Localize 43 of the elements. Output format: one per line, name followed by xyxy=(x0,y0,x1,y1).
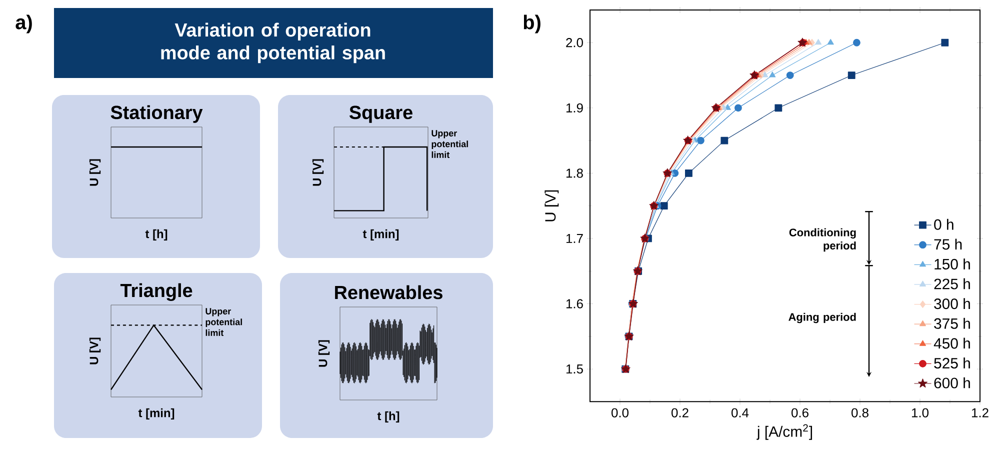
legend-label: 0 h xyxy=(934,218,954,230)
text: Upper potential limit xyxy=(432,130,468,158)
text: Upper potential limit xyxy=(206,308,242,336)
legend-label: 75 h xyxy=(934,238,962,250)
x-axis-title: j [A/cm$^{2}$] xyxy=(756,424,812,440)
legend-label: 150 h xyxy=(934,258,970,270)
text: t [min] xyxy=(362,229,399,241)
text: U [V] xyxy=(318,340,330,367)
text: t [h] xyxy=(145,229,168,241)
y-axis-title: U [V] xyxy=(544,190,559,222)
text: t [h] xyxy=(377,411,400,423)
y-tick-label: 1.5 xyxy=(566,364,583,374)
legend-label: 375 h xyxy=(934,318,970,329)
legend-label: 600 h xyxy=(934,377,970,388)
text: U [V] xyxy=(312,159,324,186)
legend-label: 525 h xyxy=(934,358,970,368)
y-tick-label: 1.9 xyxy=(566,103,583,112)
text: Square xyxy=(349,106,412,123)
legend-label: 300 h xyxy=(934,298,970,310)
text: Variation of operation mode and potential span xyxy=(161,22,385,64)
text: U [V] xyxy=(89,159,101,186)
x-tick-label: 0.2 xyxy=(672,408,688,418)
x-tick-label: 1.2 xyxy=(972,408,988,418)
x-tick-label: 0.8 xyxy=(852,408,868,418)
chart-title: b) xyxy=(524,14,540,34)
text: U [V] xyxy=(89,338,101,364)
text: a) xyxy=(16,14,32,34)
y-tick-label: 1.8 xyxy=(566,168,583,178)
text: Stationary xyxy=(110,105,203,123)
x-tick-label: 0.6 xyxy=(792,408,808,418)
x-tick-label: 0.0 xyxy=(612,408,629,418)
text: t [min] xyxy=(138,408,174,420)
x-tick-label: 1.0 xyxy=(912,408,929,418)
y-tick-label: 2.0 xyxy=(566,38,583,48)
annotation: Aging period xyxy=(788,312,856,324)
y-tick-label: 1.7 xyxy=(566,234,583,243)
y-tick-label: 1.6 xyxy=(566,299,583,308)
legend-label: 225 h xyxy=(934,278,970,290)
x-tick-label: 0.4 xyxy=(732,408,749,418)
legend-label: 450 h xyxy=(934,338,970,349)
text: Triangle xyxy=(120,283,192,301)
annotation: Conditioning period xyxy=(789,228,856,252)
text: Renewables xyxy=(335,285,442,300)
